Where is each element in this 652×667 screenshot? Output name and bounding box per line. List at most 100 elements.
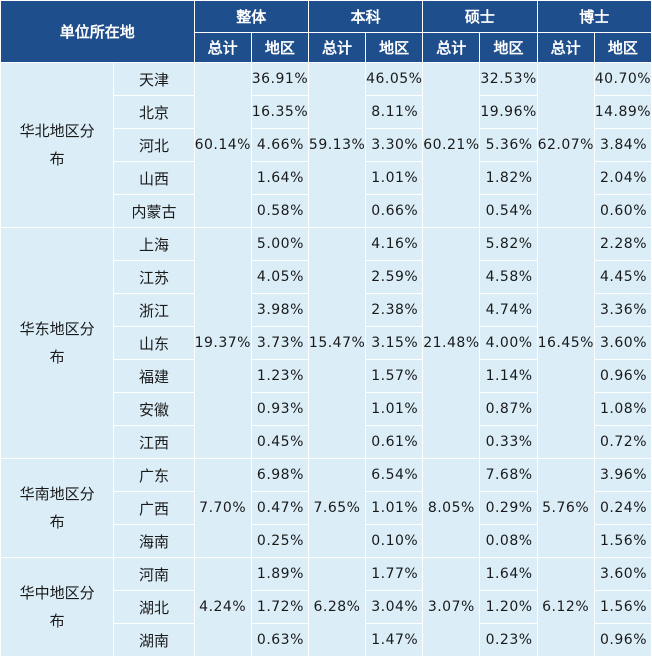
area-value: 8.11% — [365, 95, 424, 129]
table-row: 江苏 4.05% 2.59% 4.58% 4.45% — [1, 260, 652, 294]
table-row: 湖南 0.63% 1.47% 0.23% 0.96% — [1, 623, 652, 657]
area-value: 1.77% — [365, 557, 424, 591]
area-value: 0.66% — [365, 194, 424, 228]
group-total: 5.76% — [536, 458, 595, 558]
area-value: 1.01% — [365, 491, 424, 525]
area-value: 0.08% — [479, 524, 538, 558]
province-name: 湖南 — [113, 623, 195, 657]
area-value: 5.00% — [250, 227, 309, 261]
subheader-total: 总计 — [422, 32, 481, 63]
area-value: 1.14% — [479, 359, 538, 393]
subheader-total: 总计 — [307, 32, 367, 63]
area-value: 4.00% — [479, 326, 538, 360]
table-row: 江西 0.45% 0.61% 0.33% 0.72% — [1, 425, 652, 459]
location-header: 单位所在地 — [0, 0, 195, 63]
area-value: 4.45% — [593, 260, 652, 294]
area-value: 0.33% — [479, 425, 538, 459]
table-row: 北京 16.35% 8.11% 19.96% 14.89% — [1, 95, 652, 129]
area-value: 2.04% — [593, 161, 652, 195]
table-row: 华南地区分布 广东 7.70% 6.98% 7.65% 6.54% 8.05% 7.68% 5.… — [0, 458, 652, 558]
area-value: 3.84% — [593, 128, 652, 162]
area-value: 3.73% — [250, 326, 309, 360]
group-header-overall: 整体 — [193, 0, 309, 33]
area-value: 6.54% — [365, 458, 424, 492]
area-value: 7.68% — [479, 458, 538, 492]
province-name: 山东 — [113, 326, 195, 360]
province-name: 浙江 — [113, 293, 195, 327]
group-total: 62.07% — [536, 62, 595, 228]
area-value: 3.96% — [593, 458, 652, 492]
area-value: 0.93% — [250, 392, 309, 426]
area-value: 0.72% — [593, 425, 652, 459]
area-value: 1.57% — [365, 359, 424, 393]
group-total: 6.28% — [307, 557, 367, 657]
province-name: 湖北 — [113, 590, 195, 624]
group-total: 60.14% — [193, 62, 252, 228]
province-name: 福建 — [113, 359, 195, 393]
area-value: 0.60% — [593, 194, 652, 228]
province-name: 广东 — [113, 458, 195, 492]
area-value: 14.89% — [593, 95, 652, 129]
area-value: 0.54% — [479, 194, 538, 228]
area-value: 1.56% — [593, 524, 652, 558]
region-name: 华东地区分布 — [19, 320, 95, 366]
table-body: 华北地区分布 天津 60.14% 36.91% 59.13% 46.05% 60.21% 32… — [0, 62, 652, 657]
area-value: 0.25% — [250, 524, 309, 558]
subheader-area: 地区 — [250, 32, 309, 63]
table-row: 山西 1.64% 1.01% 1.82% 2.04% — [1, 161, 652, 195]
group-total: 4.24% — [193, 557, 252, 657]
province-name: 广西 — [113, 491, 195, 525]
area-value: 0.63% — [250, 623, 309, 657]
area-value: 1.20% — [479, 590, 538, 624]
group-total: 6.12% — [536, 557, 595, 657]
area-value: 2.28% — [593, 227, 652, 261]
province-name: 北京 — [113, 95, 195, 129]
area-value: 5.82% — [479, 227, 538, 261]
area-value: 3.60% — [593, 326, 652, 360]
table-row: 广西 0.47% 1.01% 0.29% 0.24% — [1, 491, 652, 525]
area-value: 1.64% — [250, 161, 309, 195]
region-name: 华南地区分布 — [19, 485, 95, 531]
province-name: 海南 — [113, 524, 195, 558]
table-header: 单位所在地 整体 本科 硕士 博士 总计 地区 总计 地区 总计 地区 总计 地… — [0, 0, 652, 63]
region-cell: 华北地区分布 — [0, 62, 115, 228]
subheader-area: 地区 — [479, 32, 538, 63]
area-value: 0.45% — [250, 425, 309, 459]
table-row: 海南 0.25% 0.10% 0.08% 1.56% — [1, 524, 652, 558]
province-name: 江苏 — [113, 260, 195, 294]
table-row: 华东地区分布 上海 19.37% 5.00% 15.47% 4.16% 21.48% 5.82… — [0, 227, 652, 459]
group-total: 7.65% — [307, 458, 367, 558]
table-row: 山东 3.73% 3.15% 4.00% 3.60% — [1, 326, 652, 360]
table-row: 福建 1.23% 1.57% 1.14% 0.96% — [1, 359, 652, 393]
area-value: 46.05% — [365, 62, 424, 96]
area-value: 0.96% — [593, 359, 652, 393]
group-total: 16.45% — [536, 227, 595, 459]
province-name: 河北 — [113, 128, 195, 162]
area-value: 0.29% — [479, 491, 538, 525]
area-value: 1.89% — [250, 557, 309, 591]
area-value: 0.23% — [479, 623, 538, 657]
area-value: 1.72% — [250, 590, 309, 624]
area-value: 4.58% — [479, 260, 538, 294]
area-value: 32.53% — [479, 62, 538, 96]
table-row: 浙江 3.98% 2.38% 4.74% 3.36% — [1, 293, 652, 327]
subheader-total: 总计 — [536, 32, 595, 63]
region-cell: 华南地区分布 — [0, 458, 115, 558]
group-header-doctor: 博士 — [536, 0, 652, 33]
region-cell: 华中地区分布 — [0, 557, 115, 657]
region-name: 华中地区分布 — [19, 584, 95, 630]
province-name: 天津 — [113, 62, 195, 96]
area-value: 16.35% — [250, 95, 309, 129]
subheader-total: 总计 — [193, 32, 252, 63]
area-value: 0.96% — [593, 623, 652, 657]
area-value: 1.56% — [593, 590, 652, 624]
group-total: 59.13% — [307, 62, 367, 228]
area-value: 1.47% — [365, 623, 424, 657]
table-row: 内蒙古 0.58% 0.66% 0.54% 0.60% — [1, 194, 652, 228]
province-name: 内蒙古 — [113, 194, 195, 228]
area-value: 2.59% — [365, 260, 424, 294]
area-value: 5.36% — [479, 128, 538, 162]
table-row: 华北地区分布 天津 60.14% 36.91% 59.13% 46.05% 60.21% 32… — [0, 62, 652, 228]
area-value: 4.66% — [250, 128, 309, 162]
